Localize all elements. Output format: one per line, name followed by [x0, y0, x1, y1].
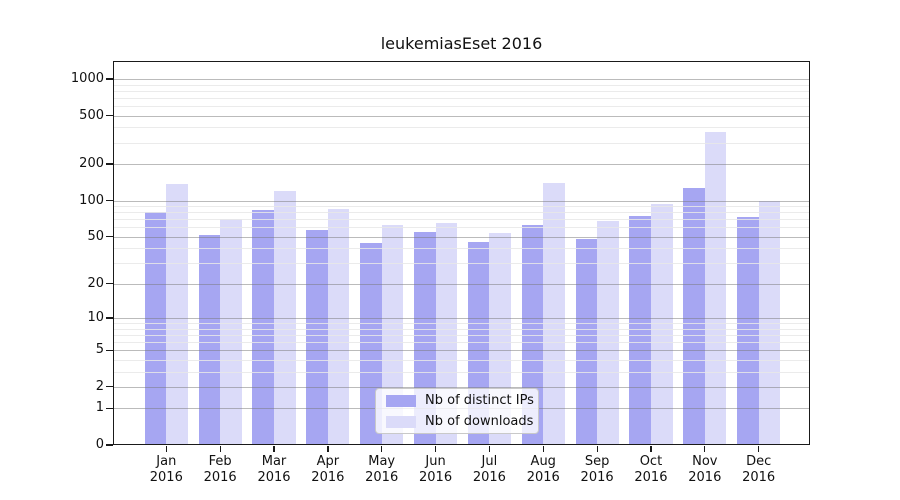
- gridline-major: [113, 164, 810, 166]
- legend-label-downloads: Nb of downloads: [425, 414, 534, 429]
- bar-ips: [737, 217, 759, 445]
- legend-label-ips: Nb of distinct IPs: [425, 393, 534, 408]
- bar-ips: [198, 234, 221, 445]
- y-tick: [106, 78, 113, 80]
- gridline-minor: [113, 334, 810, 336]
- gridline-major: [113, 236, 810, 238]
- x-tick-label: Dec 2016: [742, 454, 776, 485]
- y-tick-label: 1000: [70, 70, 104, 86]
- y-tick: [106, 115, 113, 117]
- gridline-minor: [113, 212, 810, 214]
- gridline-minor: [113, 359, 810, 361]
- x-tick-label: Aug 2016: [526, 454, 560, 485]
- gridline-minor: [113, 328, 810, 330]
- bar-downloads: [704, 132, 727, 445]
- gridline-major: [113, 283, 810, 285]
- x-tick-label: May 2016: [365, 454, 399, 485]
- y-tick: [106, 407, 113, 409]
- y-tick-label: 0: [95, 437, 104, 452]
- x-tick: [273, 446, 275, 452]
- gridline-minor: [113, 127, 810, 129]
- gridline-minor: [113, 142, 810, 144]
- x-tick: [219, 446, 221, 452]
- bar-ips: [252, 210, 274, 445]
- gridline-minor: [113, 263, 810, 265]
- x-tick-label: Nov 2016: [688, 454, 722, 485]
- x-tick-label: Jun 2016: [419, 454, 453, 485]
- y-tick: [106, 283, 113, 285]
- x-tick: [596, 446, 598, 452]
- bar-downloads: [327, 209, 350, 445]
- y-tick-label: 5: [95, 342, 104, 358]
- gridline-minor: [113, 227, 810, 229]
- gridline-minor: [113, 219, 810, 221]
- y-tick-label: 1: [95, 400, 104, 416]
- gridline-major: [113, 318, 810, 320]
- x-tick: [650, 446, 652, 452]
- x-tick-label: Sep 2016: [580, 454, 614, 485]
- x-tick-label: Mar 2016: [257, 454, 291, 485]
- chart-title: leukemiasEset 2016: [380, 34, 543, 53]
- legend: Nb of distinct IPs Nb of downloads: [375, 388, 539, 434]
- bar-ips: [306, 229, 328, 445]
- y-tick-label: 200: [79, 156, 104, 171]
- x-tick-label: Jul 2016: [472, 454, 506, 485]
- x-tick-label: Apr 2016: [311, 454, 345, 485]
- x-tick: [165, 446, 167, 452]
- y-tick: [106, 317, 113, 319]
- bar-ips: [683, 187, 705, 445]
- gridline-major: [113, 78, 810, 80]
- bar-downloads: [758, 200, 781, 445]
- x-tick: [434, 446, 437, 452]
- gridline-minor: [113, 323, 810, 324]
- x-tick: [381, 446, 383, 452]
- gridline-minor: [113, 248, 810, 250]
- x-tick: [488, 446, 491, 452]
- y-tick-label: 20: [87, 275, 104, 291]
- x-tick: [327, 446, 329, 452]
- gridline-minor: [113, 371, 810, 373]
- x-tick: [758, 446, 760, 452]
- x-tick: [542, 446, 544, 452]
- y-tick: [106, 349, 113, 351]
- y-tick-label: 50: [87, 228, 104, 244]
- gridline-minor: [113, 341, 810, 343]
- y-tick: [106, 236, 113, 238]
- y-tick-label: 10: [87, 310, 104, 325]
- gridline-minor: [113, 97, 810, 99]
- y-tick-label: 500: [79, 107, 104, 123]
- gridline-minor: [113, 90, 810, 92]
- y-tick: [106, 444, 113, 446]
- gridline-minor: [113, 84, 810, 86]
- x-tick-label: Feb 2016: [203, 454, 237, 485]
- legend-item-downloads: Nb of downloads: [386, 413, 538, 431]
- bar-downloads: [597, 221, 619, 445]
- y-tick: [106, 199, 113, 202]
- legend-item-ips: Nb of distinct IPs: [386, 392, 538, 410]
- bar-downloads: [220, 219, 242, 445]
- gridline-minor: [113, 206, 810, 207]
- y-tick-label: 2: [95, 378, 104, 394]
- y-tick: [106, 386, 113, 388]
- gridline-major: [113, 115, 810, 117]
- gridline-minor: [113, 106, 810, 107]
- y-tick: [106, 163, 113, 165]
- legend-swatch-ips: [386, 394, 416, 407]
- gridline-major: [113, 350, 810, 352]
- legend-swatch-downloads: [386, 415, 416, 428]
- x-tick: [704, 446, 706, 452]
- x-tick-label: Oct 2016: [634, 454, 668, 485]
- gridline-major: [113, 200, 810, 202]
- y-tick-label: 100: [79, 192, 104, 208]
- x-tick-label: Jan 2016: [149, 454, 183, 485]
- bar-downloads: [274, 190, 296, 445]
